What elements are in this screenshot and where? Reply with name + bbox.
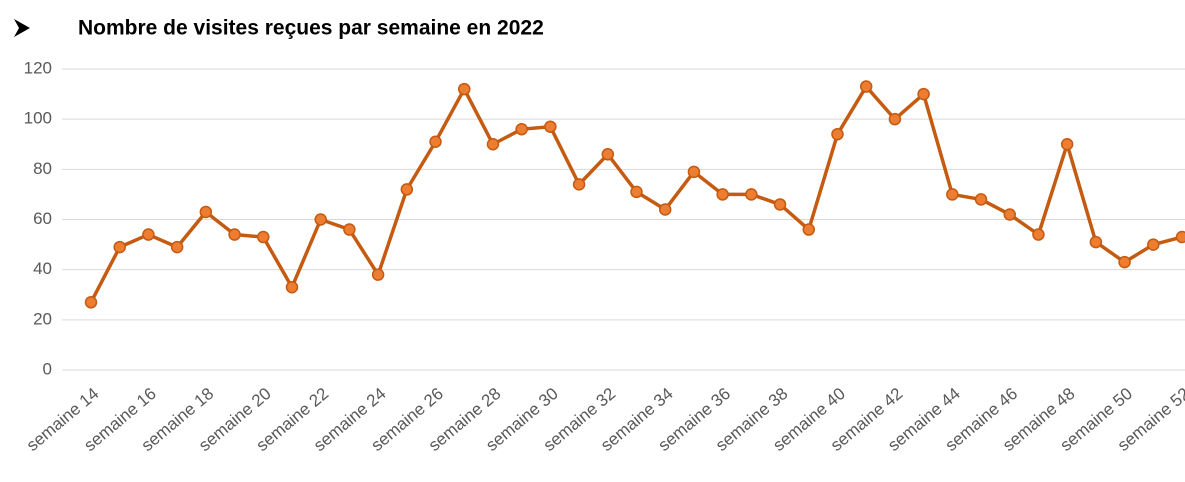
data-point [716,188,729,201]
data-point [687,165,701,179]
data-point [888,112,902,126]
data-point [1003,208,1016,221]
data-point [142,228,155,241]
data-point [515,122,528,136]
data-point [170,240,184,254]
data-point [371,268,385,281]
data-point [974,193,988,206]
data-point [457,82,471,96]
data-point [601,148,615,161]
data-point [113,240,126,254]
y-tick-label: 100 [24,109,52,128]
data-point [1032,228,1045,241]
data-point [802,223,816,236]
y-tick-label: 80 [33,159,52,178]
data-point [946,188,959,201]
data-point [1089,235,1103,249]
data-point [917,87,930,101]
bullet-arrow [14,19,30,37]
data-point [831,127,844,141]
data-point [1118,255,1131,269]
data-point [400,183,414,196]
y-tick-label: 120 [24,58,52,77]
data-point [486,138,500,151]
data-point [773,198,787,211]
data-point [343,223,356,236]
data-point [429,135,442,148]
data-point [199,205,213,219]
data-point [228,228,241,241]
y-tick-label: 0 [43,359,52,378]
data-point [257,230,270,244]
y-tick-label: 60 [33,209,52,228]
data-point [630,185,643,199]
data-point [1147,238,1160,251]
chart-title: Nombre de visites reçues par semaine en … [78,17,544,40]
y-tick-label: 40 [33,259,52,278]
data-point [1175,230,1185,244]
data-point [84,296,98,309]
data-point [745,188,758,201]
data-point [544,120,557,133]
y-tick-label: 20 [33,309,52,328]
data-point [572,178,586,191]
data-point [658,203,672,216]
data-point [285,280,299,294]
data-point [1060,138,1074,151]
data-point [314,213,327,226]
data-point [859,80,873,93]
